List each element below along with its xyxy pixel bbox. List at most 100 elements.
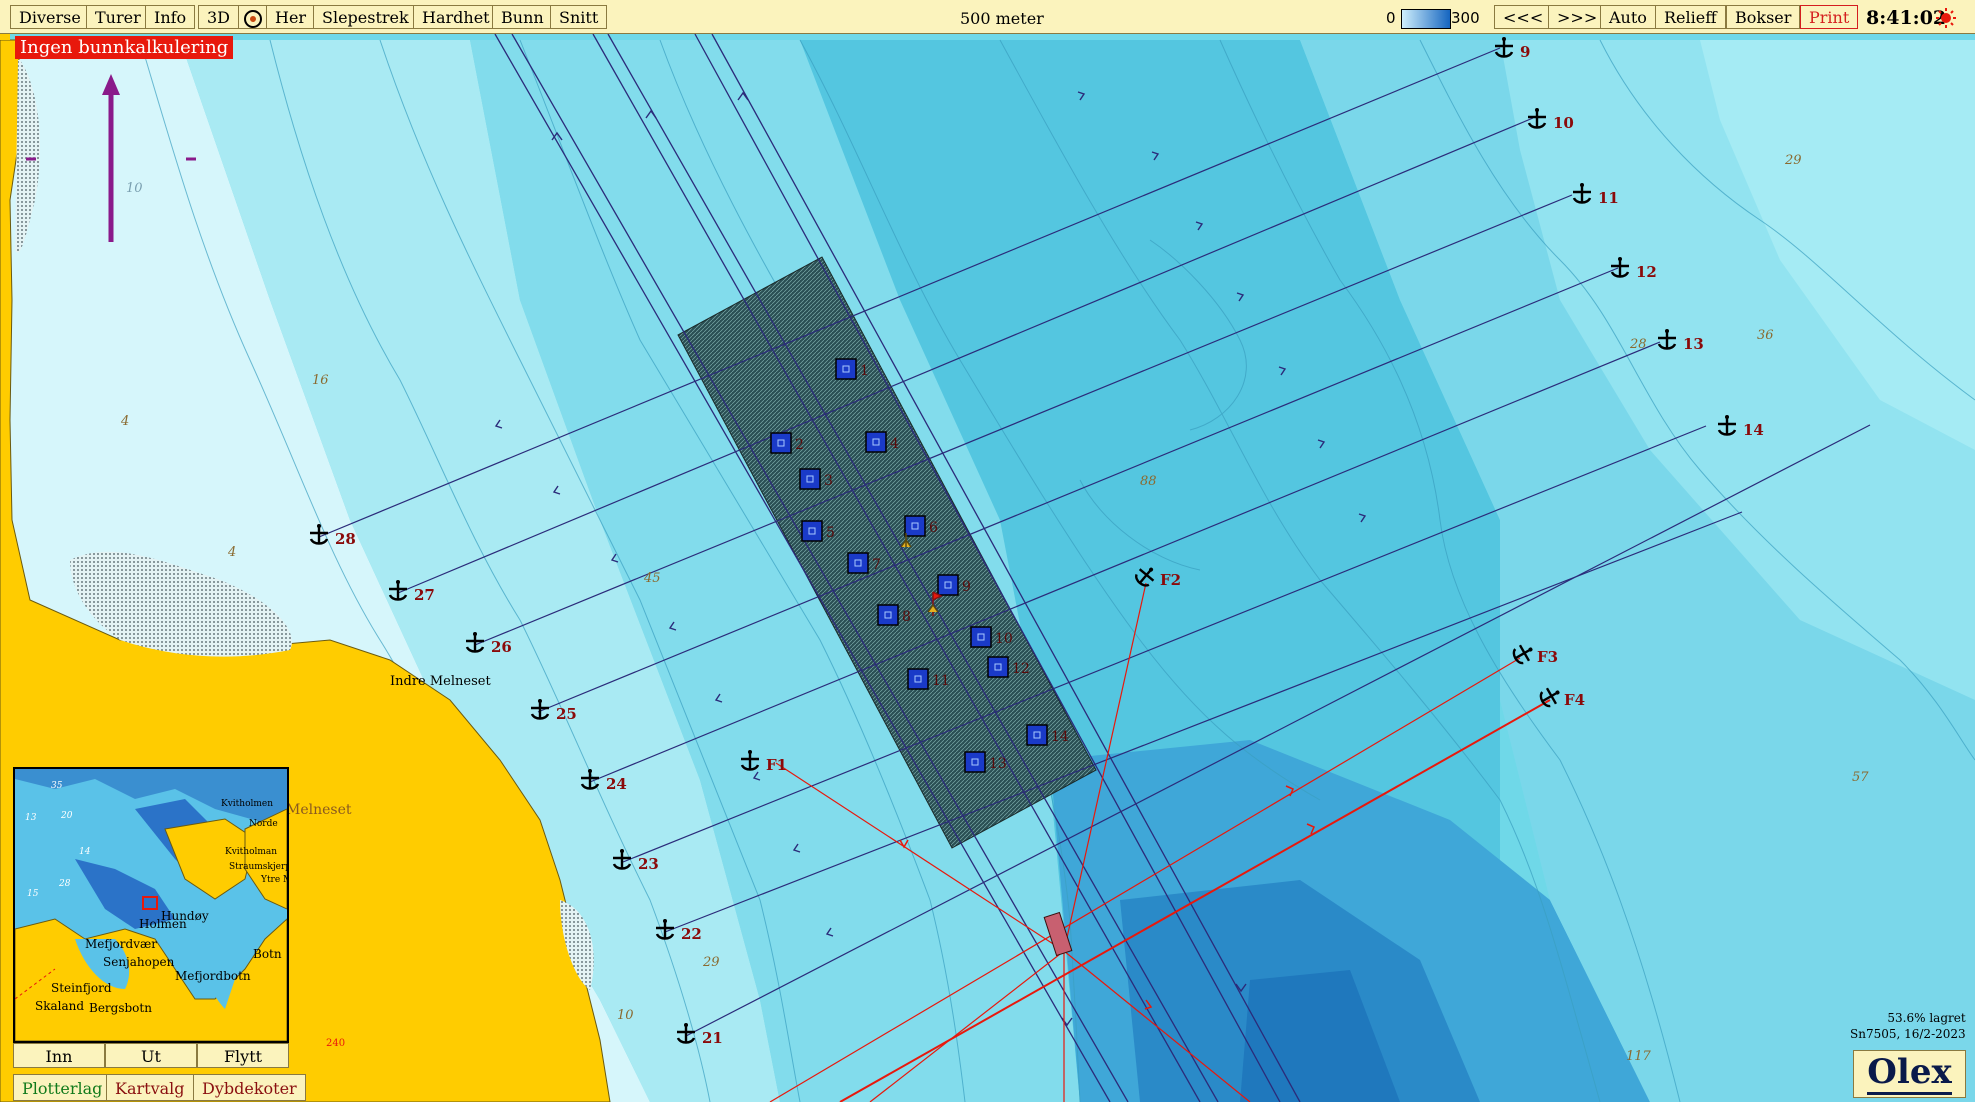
saved-status: 53.6% lagret bbox=[1887, 1011, 1966, 1025]
shoal-areas bbox=[15, 60, 594, 990]
anchor-track-lines bbox=[318, 47, 1871, 1037]
anchor-icon[interactable]: 26 bbox=[465, 632, 512, 656]
zoom-out-button[interactable]: Ut bbox=[105, 1043, 197, 1068]
box-marker[interactable]: 6 bbox=[904, 515, 938, 537]
target-icon[interactable] bbox=[238, 5, 268, 29]
box-marker[interactable]: 14 bbox=[1026, 724, 1069, 746]
place-label-indre-melneset: Indre Melneset bbox=[390, 674, 491, 689]
box-marker[interactable]: 11 bbox=[907, 668, 950, 690]
depth-label: 117 bbox=[1626, 1049, 1652, 1064]
north-arrow-icon bbox=[26, 74, 196, 242]
anchor-icon[interactable]: 27 bbox=[388, 580, 435, 604]
minimap-label: Mefjordbotn bbox=[175, 969, 251, 983]
anchor-icon[interactable]: 11 bbox=[1572, 183, 1619, 207]
minimap-label: Kvitholmen bbox=[221, 799, 274, 809]
clock: 8:41:02 bbox=[1866, 7, 1947, 29]
sun-icon[interactable] bbox=[1936, 8, 1956, 28]
box-marker[interactable]: 3 bbox=[799, 468, 833, 490]
menu-diverse-button[interactable]: Diverse bbox=[10, 5, 90, 29]
box-marker[interactable]: 10 bbox=[970, 626, 1013, 648]
anchor-label: 27 bbox=[414, 586, 435, 604]
box-marker[interactable]: 12 bbox=[987, 656, 1030, 678]
serial-status: Sn7505, 16/2-2023 bbox=[1850, 1027, 1966, 1041]
anchor-label: F2 bbox=[1160, 571, 1181, 589]
boxes-button[interactable]: Bokser bbox=[1726, 5, 1801, 29]
menu-hardhet-button[interactable]: Hardhet bbox=[413, 5, 499, 29]
zoom-in-button[interactable]: Inn bbox=[13, 1043, 105, 1068]
anchor-label: 26 bbox=[491, 638, 512, 656]
anchor-icon[interactable]: F3 bbox=[1511, 641, 1558, 666]
depth-label: 29 bbox=[1784, 153, 1802, 168]
scale-label: 500 meter bbox=[960, 9, 1044, 28]
minimap-label: Hundøy bbox=[161, 909, 209, 923]
minimap-label: Norde bbox=[249, 819, 278, 829]
box-marker[interactable]: 1 bbox=[835, 358, 869, 380]
menu-3d-button[interactable]: 3D bbox=[198, 5, 240, 29]
overview-minimap[interactable]: Kvitholmen Norde Kvitholman Straumskjerpet Y… bbox=[13, 767, 289, 1043]
depth-contours bbox=[139, 39, 1975, 1102]
minimap-label: Mefjordvær bbox=[85, 937, 157, 951]
box-label: 6 bbox=[929, 520, 938, 536]
minimap-label: Kvitholman bbox=[225, 847, 278, 857]
anchor-label: 22 bbox=[681, 925, 702, 943]
box-marker[interactable]: 13 bbox=[964, 751, 1007, 773]
tab-kartvalg[interactable]: Kartvalg bbox=[106, 1074, 194, 1101]
depth-color-scale[interactable] bbox=[1401, 9, 1451, 29]
move-button[interactable]: Flytt bbox=[197, 1043, 289, 1068]
anchor-label: 23 bbox=[638, 855, 659, 873]
anchor-icon[interactable]: 24 bbox=[580, 769, 627, 793]
toolbar: Diverse Turer Info 3D Her Slepestrek Har… bbox=[0, 0, 1975, 34]
anchor-icon[interactable]: 22 bbox=[655, 919, 702, 943]
anchor-icon[interactable]: 28 bbox=[309, 524, 356, 548]
anchor-icon[interactable]: 14 bbox=[1717, 415, 1764, 439]
anchor-label: 12 bbox=[1636, 263, 1657, 281]
depth-label: 240 bbox=[326, 1038, 345, 1049]
anchor-icon[interactable]: 25 bbox=[530, 699, 577, 723]
anchor-label: 25 bbox=[556, 705, 577, 723]
box-marker[interactable]: 8 bbox=[877, 604, 911, 626]
anchor-icon[interactable]: 23 bbox=[612, 849, 659, 873]
box-marker[interactable]: 4 bbox=[865, 431, 899, 453]
box-marker[interactable]: 7 bbox=[847, 552, 881, 574]
depth-label: 16 bbox=[312, 373, 329, 388]
menu-info-button[interactable]: Info bbox=[145, 5, 196, 29]
box-label: 3 bbox=[824, 473, 833, 489]
print-button[interactable]: Print bbox=[1800, 5, 1859, 29]
minimap-label: Ytre M bbox=[261, 875, 287, 885]
box-label: 4 bbox=[890, 436, 899, 452]
menu-bunn-button[interactable]: Bunn bbox=[492, 5, 553, 29]
minimap-depth: 20 bbox=[61, 811, 73, 821]
relief-button[interactable]: Relieff bbox=[1655, 5, 1726, 29]
anchor-icon[interactable]: 10 bbox=[1527, 108, 1574, 132]
box-marker[interactable]: 9 bbox=[937, 574, 971, 596]
depth-label: 45 bbox=[643, 571, 661, 586]
tab-plotterlag[interactable]: Plotterlag bbox=[13, 1074, 112, 1101]
anchor-icon[interactable]: 12 bbox=[1610, 257, 1657, 281]
depth-label: 36 bbox=[1757, 328, 1774, 343]
box-label: 9 bbox=[962, 579, 971, 595]
menu-snitt-button[interactable]: Snitt bbox=[550, 5, 608, 29]
box-marker[interactable]: 5 bbox=[801, 520, 835, 542]
anchor-icon[interactable]: 9 bbox=[1494, 37, 1530, 61]
red-anchor-lines bbox=[769, 582, 1551, 1102]
anchor-icon[interactable]: F1 bbox=[740, 750, 787, 774]
history-forward-button[interactable]: >>> bbox=[1548, 5, 1607, 29]
anchor-icon[interactable]: 13 bbox=[1657, 329, 1704, 353]
history-back-button[interactable]: <<< bbox=[1494, 5, 1553, 29]
vessel-marker bbox=[1043, 911, 1073, 957]
status-info: 53.6% lagret Sn7505, 16/2-2023 bbox=[1850, 1010, 1966, 1042]
anchor-icon[interactable]: 21 bbox=[676, 1023, 723, 1047]
menu-slepestrek-button[interactable]: Slepestrek bbox=[313, 5, 418, 29]
anchor-icon[interactable]: F2 bbox=[1133, 562, 1181, 589]
auto-button[interactable]: Auto bbox=[1600, 5, 1656, 29]
tab-dybdekoter[interactable]: Dybdekoter bbox=[193, 1074, 306, 1101]
minimap-depth: 15 bbox=[27, 889, 39, 899]
box-marker[interactable]: 2 bbox=[770, 432, 804, 454]
menu-turer-button[interactable]: Turer bbox=[86, 5, 150, 29]
anchor-label: F3 bbox=[1537, 648, 1558, 666]
depth-label: 57 bbox=[1852, 770, 1869, 785]
minimap-label: Holmen bbox=[139, 917, 187, 931]
anchor-icon[interactable]: F4 bbox=[1538, 684, 1585, 709]
menu-her-button[interactable]: Her bbox=[266, 5, 316, 29]
